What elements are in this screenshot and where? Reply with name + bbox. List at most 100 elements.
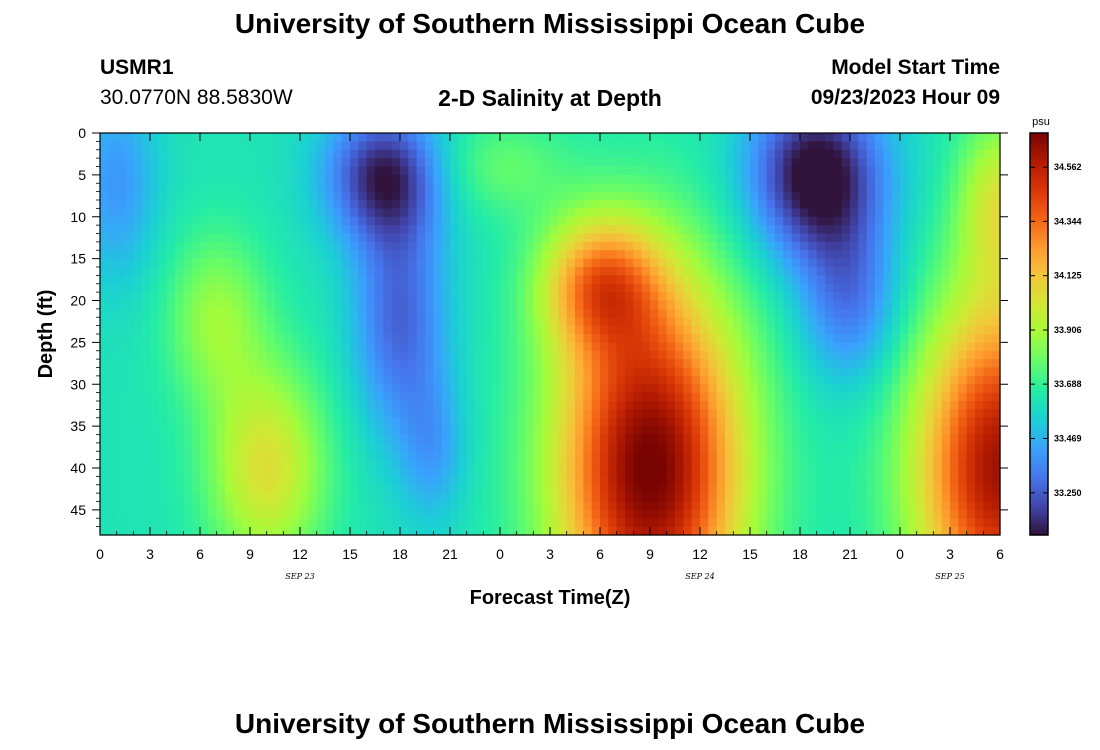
heatmap-cell <box>125 509 134 519</box>
heatmap-cell <box>783 225 793 235</box>
heatmap-cell <box>241 451 251 461</box>
heatmap-cell <box>241 509 251 519</box>
heatmap-cell <box>183 183 193 193</box>
heatmap-cell <box>150 342 159 352</box>
heatmap-cell <box>291 283 301 293</box>
heatmap-cell <box>466 292 476 302</box>
heatmap-cell <box>525 166 534 176</box>
heatmap-cell <box>875 384 884 394</box>
heatmap-cell <box>166 208 176 218</box>
heatmap-cell <box>825 183 834 193</box>
heatmap-cell <box>358 325 368 335</box>
heatmap-cell <box>358 149 368 159</box>
heatmap-cell <box>750 350 759 360</box>
heatmap-cell <box>841 158 851 168</box>
heatmap-cell <box>641 484 651 494</box>
heatmap-cell <box>391 200 401 209</box>
heatmap-cell <box>266 200 276 209</box>
heatmap-cell <box>458 434 468 444</box>
heatmap-cell <box>716 426 726 436</box>
heatmap-cell <box>291 208 301 218</box>
heatmap-cell <box>841 459 851 469</box>
heatmap-cell <box>425 526 434 536</box>
heatmap-cell <box>508 233 518 243</box>
heatmap-cell <box>300 191 309 201</box>
heatmap-cell <box>191 409 201 419</box>
heatmap-cell <box>550 267 559 276</box>
heatmap-cell <box>500 334 509 343</box>
heatmap-cell <box>475 509 484 519</box>
heatmap-cell <box>250 149 259 159</box>
heatmap-cell <box>425 426 434 436</box>
heatmap-cell <box>391 133 401 142</box>
heatmap-cell <box>600 459 609 469</box>
heatmap-cell <box>458 426 468 436</box>
heatmap-cell <box>883 149 893 159</box>
heatmap-cell <box>775 526 784 536</box>
heatmap-cell <box>233 292 243 302</box>
heatmap-cell <box>383 158 393 168</box>
heatmap-cell <box>575 308 584 318</box>
heatmap-cell <box>450 518 459 528</box>
heatmap-cell <box>291 133 301 142</box>
heatmap-cell <box>641 426 651 436</box>
heatmap-cell <box>616 241 626 251</box>
heatmap-cell <box>550 384 559 394</box>
heatmap-cell <box>141 267 151 276</box>
heatmap-cell <box>933 526 943 536</box>
heatmap-cell <box>391 493 401 503</box>
heatmap-cell <box>783 300 793 310</box>
heatmap-cell <box>150 484 159 494</box>
heatmap-cell <box>950 200 959 209</box>
heatmap-cell <box>816 342 826 352</box>
heatmap-cell <box>491 484 501 494</box>
heatmap-cell <box>275 208 284 218</box>
heatmap-cell <box>741 375 751 385</box>
heatmap-cell <box>450 442 459 452</box>
heatmap-cell <box>316 158 326 168</box>
heatmap-cell <box>908 501 918 511</box>
heatmap-cell <box>250 476 259 486</box>
heatmap-cell <box>566 417 576 427</box>
heatmap-cell <box>375 459 384 469</box>
heatmap-cell <box>150 300 159 310</box>
heatmap-cell <box>641 334 651 343</box>
heatmap-cell <box>733 225 743 235</box>
heatmap-cell <box>450 334 459 343</box>
heatmap-cell <box>783 350 793 360</box>
heatmap-cell <box>316 484 326 494</box>
heatmap-cell <box>458 442 468 452</box>
heatmap-cell <box>691 325 701 335</box>
heatmap-cell <box>650 241 659 251</box>
heatmap-cell <box>441 241 451 251</box>
heatmap-cell <box>183 518 193 528</box>
heatmap-cell <box>683 200 693 209</box>
heatmap-cell <box>141 300 151 310</box>
heatmap-cell <box>125 334 134 343</box>
heatmap-cell <box>741 149 751 159</box>
heatmap-cell <box>550 509 559 519</box>
heatmap-cell <box>641 258 651 268</box>
heatmap-cell <box>125 225 134 235</box>
heatmap-cell <box>491 208 501 218</box>
heatmap-cell <box>458 308 468 318</box>
heatmap-cell <box>308 174 318 184</box>
heatmap-cell <box>558 342 568 352</box>
heatmap-cell <box>775 417 784 427</box>
heatmap-cell <box>216 342 226 352</box>
heatmap-cell <box>425 375 434 385</box>
heatmap-cell <box>116 208 126 218</box>
heatmap-cell <box>900 501 909 511</box>
heatmap-cell <box>433 317 443 327</box>
heatmap-cell <box>133 208 143 218</box>
heatmap-cell <box>408 216 418 226</box>
heatmap-cell <box>333 392 343 402</box>
heatmap-cell <box>100 342 109 352</box>
heatmap-cell <box>875 501 884 511</box>
heatmap-cell <box>400 267 409 276</box>
heatmap-cell <box>125 459 134 469</box>
heatmap-cell <box>758 283 768 293</box>
heatmap-cell <box>283 191 293 201</box>
heatmap-cell <box>550 334 559 343</box>
heatmap-cell <box>158 216 168 226</box>
